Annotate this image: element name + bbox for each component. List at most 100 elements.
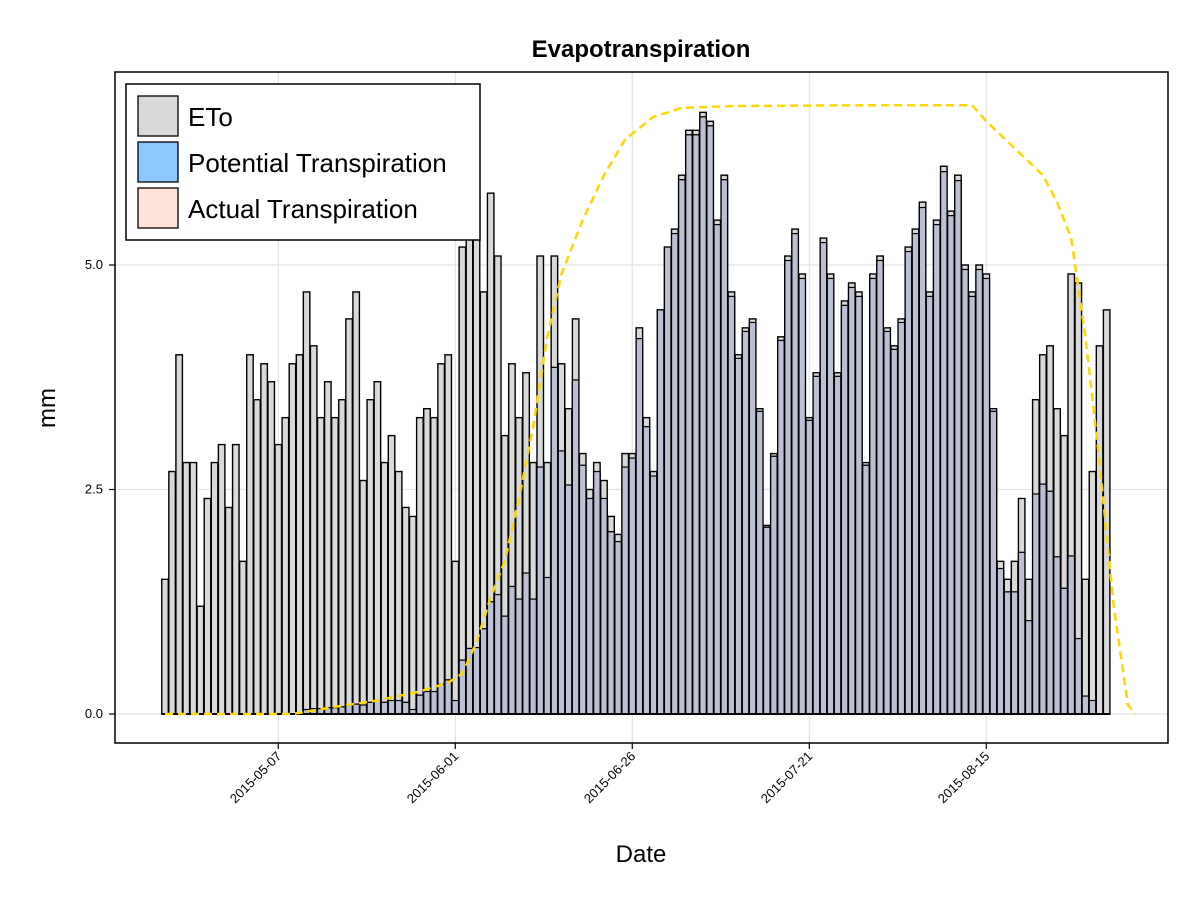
bars bbox=[161, 111, 1111, 715]
bar-actual-78 bbox=[713, 224, 721, 715]
bar-actual-66 bbox=[628, 457, 637, 715]
bar-actual-65 bbox=[621, 466, 629, 715]
bar-actual-38 bbox=[430, 691, 438, 715]
bar-actual-67 bbox=[635, 338, 644, 715]
bar-actual-47 bbox=[494, 594, 502, 715]
y-axis-label: mm bbox=[34, 388, 61, 428]
bar-actual-130 bbox=[1081, 695, 1090, 715]
bar-eto-41 bbox=[451, 560, 460, 715]
bar-actual-99 bbox=[862, 464, 870, 715]
bar-eto-9 bbox=[224, 506, 233, 715]
bar-actual-29 bbox=[366, 701, 375, 715]
legend-swatch-0 bbox=[137, 95, 179, 137]
bar-actual-49 bbox=[508, 585, 516, 715]
bar-eto-130 bbox=[1081, 578, 1090, 715]
bar-actual-108 bbox=[925, 295, 934, 715]
kc-line-layer bbox=[165, 103, 1136, 716]
bar-actual-64 bbox=[614, 541, 622, 715]
plot-frame bbox=[114, 71, 1169, 744]
legend-label-1: Potential Transpiration bbox=[188, 148, 447, 178]
bar-actual-105 bbox=[904, 251, 913, 715]
bar-eto-16 bbox=[274, 443, 283, 715]
bar-eto-36 bbox=[415, 416, 424, 715]
bar-eto-0 bbox=[161, 578, 169, 715]
bar-eto-131 bbox=[1088, 470, 1097, 715]
ytick-label-2: 5.0 bbox=[85, 257, 103, 272]
bar-eto-2 bbox=[175, 354, 184, 715]
bar-eto-11 bbox=[238, 560, 247, 715]
bar-actual-53 bbox=[536, 466, 544, 715]
bar-eto-5 bbox=[196, 605, 205, 715]
bar-actual-80 bbox=[727, 295, 736, 715]
bar-actual-31 bbox=[380, 701, 389, 715]
bar-actual-114 bbox=[968, 295, 976, 715]
bar-actual-117 bbox=[989, 410, 998, 715]
bar-eto-29 bbox=[366, 399, 375, 715]
bar-actual-88 bbox=[784, 260, 792, 715]
bar-actual-73 bbox=[678, 179, 686, 715]
bar-eto-19 bbox=[295, 354, 304, 715]
bar-actual-26 bbox=[345, 704, 353, 715]
bar-actual-92 bbox=[812, 375, 821, 715]
bar-actual-109 bbox=[932, 224, 941, 715]
bar-actual-36 bbox=[416, 694, 424, 715]
bar-eto-132 bbox=[1095, 345, 1104, 715]
bar-eto-43 bbox=[465, 237, 474, 715]
bar-eto-1 bbox=[168, 470, 177, 715]
bar-actual-106 bbox=[911, 233, 920, 715]
bar-actual-95 bbox=[833, 375, 842, 715]
bar-actual-76 bbox=[699, 116, 707, 715]
bar-actual-63 bbox=[607, 531, 615, 715]
bar-eto-12 bbox=[246, 354, 254, 715]
bar-actual-100 bbox=[869, 277, 877, 715]
bar-actual-25 bbox=[338, 706, 346, 715]
bar-actual-74 bbox=[685, 134, 693, 715]
bar-eto-27 bbox=[352, 291, 361, 715]
bar-actual-70 bbox=[656, 309, 665, 715]
bar-actual-122 bbox=[1025, 620, 1033, 715]
legend: ETo Potential Transpiration Actual Transpi… bbox=[125, 83, 481, 241]
ytick-label-1: 2.5 bbox=[85, 482, 103, 497]
bar-eto-39 bbox=[437, 363, 446, 715]
bar-actual-82 bbox=[741, 330, 750, 715]
bar-eto-28 bbox=[359, 479, 368, 715]
bar-actual-115 bbox=[975, 268, 983, 715]
bar-eto-34 bbox=[401, 506, 410, 715]
bar-actual-61 bbox=[593, 471, 601, 715]
bar-actual-32 bbox=[387, 700, 396, 715]
bar-actual-27 bbox=[352, 703, 360, 715]
legend-swatch-2 bbox=[137, 187, 179, 229]
bar-actual-34 bbox=[401, 701, 410, 715]
bar-actual-81 bbox=[734, 357, 743, 715]
bar-actual-79 bbox=[720, 179, 729, 715]
bar-eto-22 bbox=[316, 416, 325, 715]
bar-actual-68 bbox=[642, 426, 651, 715]
bar-eto-37 bbox=[423, 407, 431, 715]
bar-actual-104 bbox=[897, 321, 906, 715]
x-axis-label: Date bbox=[616, 841, 667, 868]
bar-actual-112 bbox=[954, 180, 962, 715]
y-axis-ticks: 0.0 2.5 5.0 bbox=[85, 257, 115, 721]
bar-actual-57 bbox=[564, 484, 573, 715]
bar-eto-14 bbox=[260, 363, 269, 715]
bar-eto-21 bbox=[309, 345, 318, 715]
bar-actual-40 bbox=[444, 679, 452, 715]
bar-actual-28 bbox=[359, 704, 367, 715]
bar-actual-93 bbox=[819, 242, 828, 715]
bar-eto-20 bbox=[302, 291, 311, 715]
chart-title: Evapotranspiration bbox=[532, 36, 751, 63]
bar-eto-4 bbox=[189, 461, 198, 715]
bar-actual-58 bbox=[571, 379, 580, 715]
bar-eto-6 bbox=[203, 497, 212, 715]
bar-actual-107 bbox=[918, 207, 927, 715]
bar-eto-32 bbox=[387, 434, 396, 715]
bar-actual-60 bbox=[586, 497, 594, 715]
bar-actual-131 bbox=[1088, 700, 1097, 715]
bar-actual-37 bbox=[423, 691, 431, 715]
bar-actual-102 bbox=[883, 330, 891, 715]
bar-actual-45 bbox=[479, 628, 488, 715]
bar-eto-35 bbox=[408, 515, 417, 715]
bar-eto-24 bbox=[330, 416, 339, 715]
bar-actual-113 bbox=[961, 268, 969, 715]
legend-box bbox=[125, 83, 481, 241]
